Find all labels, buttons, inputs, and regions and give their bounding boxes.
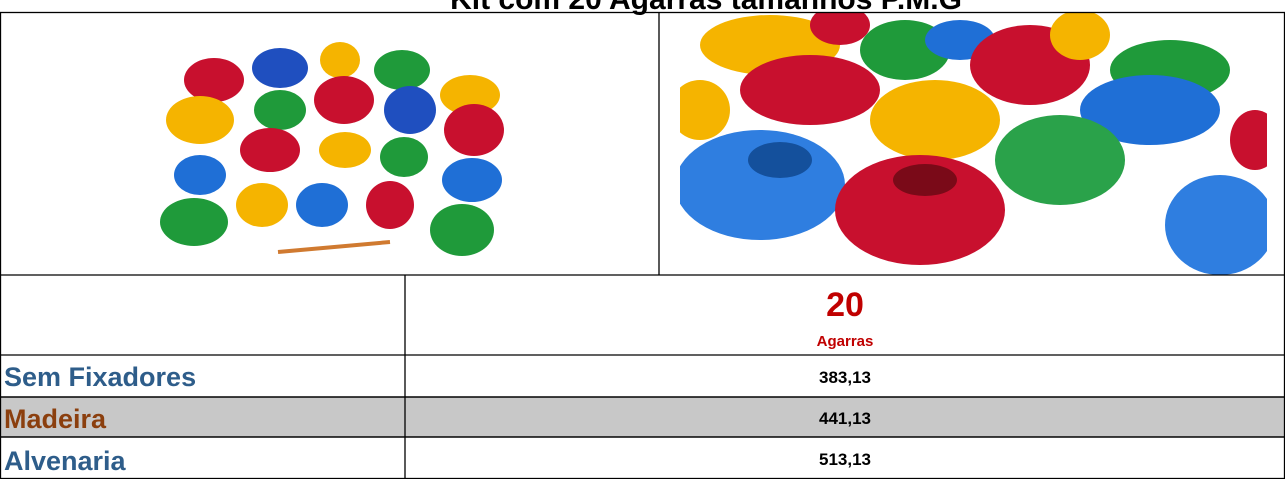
- quantity-unit: Agarras: [817, 333, 874, 350]
- quantity: 20: [826, 286, 864, 324]
- price: 441,13: [819, 409, 871, 428]
- photo-large-holds: [670, 5, 1280, 275]
- photo-small-holds: [160, 42, 504, 256]
- page: Kit com 20 Agarras tamanhos P.M.G: [0, 0, 1285, 479]
- row-label: Sem Fixadores: [4, 362, 196, 392]
- price: 383,13: [819, 368, 871, 387]
- title: Kit com 20 Agarras tamanhos P.M.G: [450, 0, 962, 16]
- price: 513,13: [819, 450, 871, 469]
- row-label: Alvenaria: [4, 446, 127, 476]
- row-highlight: [0, 397, 1285, 437]
- row-label: Madeira: [4, 404, 107, 434]
